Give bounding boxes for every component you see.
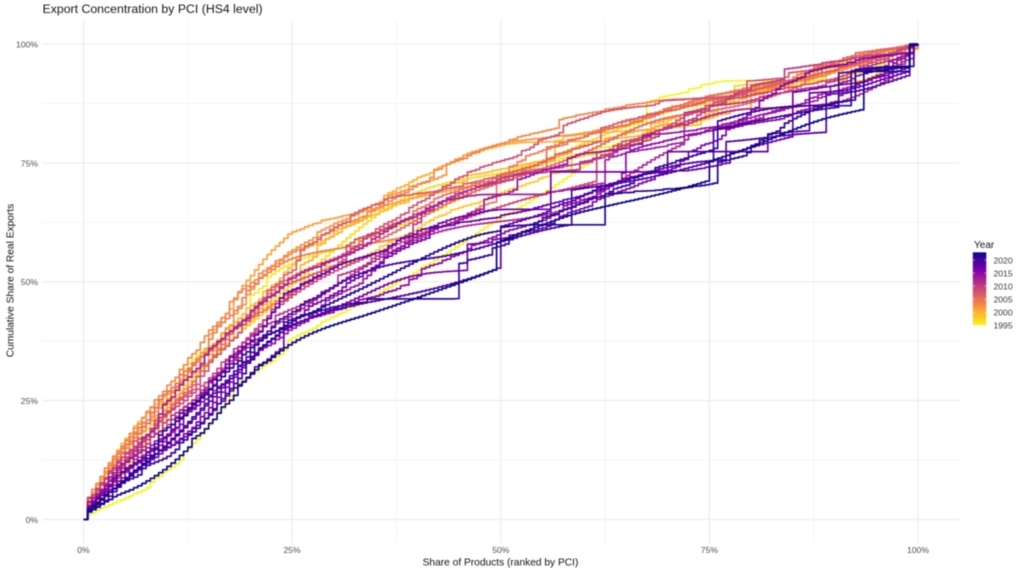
svg-text:Year: Year <box>974 240 995 251</box>
svg-text:2005: 2005 <box>994 295 1013 305</box>
svg-text:Export Concentration by PCI (H: Export Concentration by PCI (HS4 level) <box>43 2 263 16</box>
svg-text:1995: 1995 <box>994 321 1013 331</box>
svg-text:100%: 100% <box>907 545 929 555</box>
svg-text:2015: 2015 <box>994 268 1013 278</box>
svg-text:0%: 0% <box>26 515 39 525</box>
svg-text:2010: 2010 <box>994 281 1013 291</box>
svg-text:75%: 75% <box>21 158 39 168</box>
svg-text:2020: 2020 <box>994 255 1013 265</box>
svg-text:25%: 25% <box>283 545 301 555</box>
svg-text:Share of Products (ranked by P: Share of Products (ranked by PCI) <box>423 558 579 569</box>
svg-text:100%: 100% <box>16 39 38 49</box>
svg-text:50%: 50% <box>21 277 39 287</box>
svg-text:50%: 50% <box>492 545 510 555</box>
svg-text:0%: 0% <box>77 545 90 555</box>
svg-text:2000: 2000 <box>994 308 1013 318</box>
svg-text:25%: 25% <box>21 396 39 406</box>
svg-text:75%: 75% <box>701 545 719 555</box>
svg-text:Cumulative Share of Real Expor: Cumulative Share of Real Exports <box>6 204 17 357</box>
